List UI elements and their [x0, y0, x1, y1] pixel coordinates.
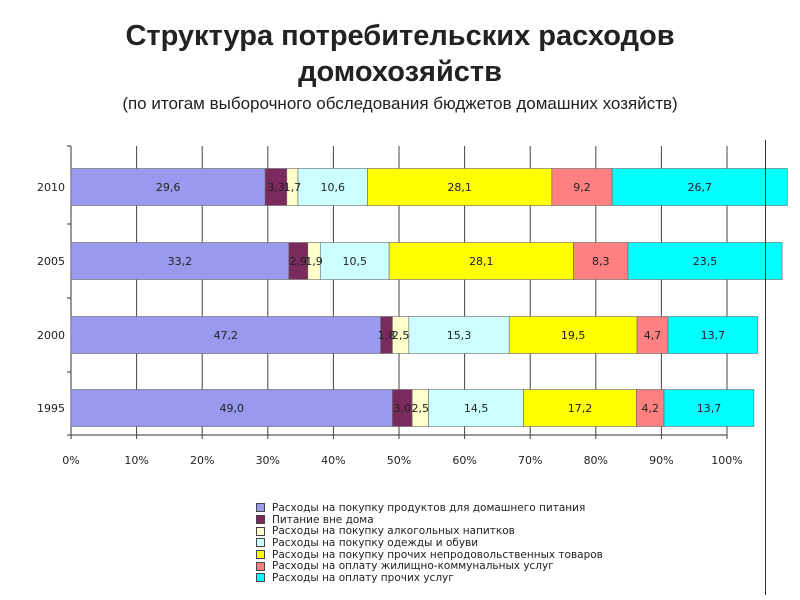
data-label: 4,2: [641, 402, 659, 415]
legend-swatch: [256, 503, 265, 513]
data-label: 1,9: [305, 255, 323, 268]
bar-segment: [611, 168, 788, 206]
bar-segment: [636, 389, 665, 427]
data-label: 26,7: [688, 181, 713, 194]
bar-segment: [70, 389, 393, 427]
x-tick-label: 60%: [452, 454, 476, 467]
bar-segment: [428, 389, 524, 427]
legend-label: Питание вне дома: [272, 513, 374, 526]
bar-segment: [663, 389, 755, 427]
bar-segment: [388, 242, 574, 280]
data-label: 13,7: [701, 329, 726, 342]
data-label: 17,2: [568, 402, 593, 415]
legend-item: Расходы на оплату прочих услуг: [256, 572, 603, 584]
data-label: 23,5: [693, 255, 718, 268]
bar-segment: [408, 316, 510, 354]
x-tick-label: 50%: [387, 454, 411, 467]
data-label: 10,5: [342, 255, 367, 268]
data-label: 4,7: [644, 329, 662, 342]
bar-segment: [523, 389, 637, 427]
legend-label: Расходы на оплату жилищно-коммунальных у…: [272, 560, 554, 573]
data-label: 2,5: [412, 402, 430, 415]
x-tick-label: 80%: [584, 454, 608, 467]
data-label: 9,2: [573, 181, 591, 194]
data-label: 10,6: [320, 181, 345, 194]
data-label: 13,7: [697, 402, 722, 415]
legend-label: Расходы на покупку продуктов для домашне…: [272, 501, 586, 514]
legend: Расходы на покупку продуктов для домашне…: [256, 502, 603, 584]
legend-swatch: [256, 515, 265, 525]
legend-item: Расходы на покупку алкогольных напитков: [256, 525, 603, 537]
title-line-1: Структура потребительских расходов: [125, 20, 675, 52]
bar-segment: [551, 168, 613, 206]
chart-title: Структура потребительских расходов домох…: [0, 18, 800, 90]
bar-segment: [667, 316, 759, 354]
legend-item: Расходы на покупку одежды и обуви: [256, 537, 603, 549]
legend-item: Питание вне дома: [256, 514, 603, 526]
bar-segment: [70, 168, 266, 206]
data-label: 14,5: [464, 402, 489, 415]
data-label: 19,5: [561, 329, 586, 342]
y-tick-label: 2000: [37, 329, 65, 342]
bar-segment: [319, 242, 390, 280]
legend-label: Расходы на покупку одежды и обуви: [272, 536, 479, 549]
data-label: 28,1: [447, 181, 472, 194]
data-label: 47,2: [214, 329, 239, 342]
data-label: 8,3: [592, 255, 610, 268]
stacked-bar-chart: 0% 10% 20% 30% 40% 50% 60% 70% 80% 90% 100% 2010 29,…: [37, 145, 788, 467]
legend-item: Расходы на покупку прочих непродовольств…: [256, 549, 603, 561]
x-tick-label: 0%: [62, 454, 79, 467]
data-label: 33,2: [168, 255, 193, 268]
bar-segment: [367, 168, 553, 206]
x-tick-label: 70%: [518, 454, 542, 467]
y-tick-label: 1995: [37, 402, 65, 415]
legend-label: Расходы на оплату прочих услуг: [272, 571, 454, 584]
data-label: 2,5: [392, 329, 410, 342]
x-tick-label: 100%: [711, 454, 742, 467]
legend-label: Расходы на покупку прочих непродовольств…: [272, 548, 603, 561]
legend-item: Расходы на оплату жилищно-коммунальных у…: [256, 560, 603, 572]
bar-segment: [70, 316, 381, 354]
x-tick-label: 30%: [256, 454, 280, 467]
bar-segment: [70, 242, 290, 280]
chart-subtitle: (по итогам выборочного обследования бюдж…: [122, 94, 678, 113]
data-label: 1,7: [284, 181, 302, 194]
x-tick-label: 20%: [190, 454, 214, 467]
divider-line: [765, 140, 766, 595]
x-tick-label: 40%: [321, 454, 345, 467]
legend-swatch: [256, 526, 265, 536]
x-tick-label: 90%: [649, 454, 673, 467]
data-label: 1,8: [378, 329, 396, 342]
data-label: 3,0: [394, 402, 412, 415]
legend-item: Расходы на покупку продуктов для домашне…: [256, 502, 603, 514]
x-tick-label: 10%: [124, 454, 148, 467]
data-label: 29,6: [156, 181, 181, 194]
data-label: 49,0: [219, 402, 244, 415]
data-label: 2,9: [290, 255, 308, 268]
data-label: 28,1: [469, 255, 494, 268]
legend-swatch: [256, 550, 265, 560]
legend-swatch: [256, 573, 265, 583]
legend-swatch: [256, 561, 265, 571]
legend-label: Расходы на покупку алкогольных напитков: [272, 525, 515, 538]
bar-segment: [573, 242, 629, 280]
legend-swatch: [256, 538, 265, 548]
title-line-2: домохозяйств: [298, 56, 502, 88]
data-label: 3,3: [267, 181, 285, 194]
y-tick-label: 2010: [37, 181, 65, 194]
y-tick-label: 2005: [37, 255, 65, 268]
data-label: 15,3: [447, 329, 472, 342]
bar-segment: [508, 316, 638, 354]
bar-segment: [627, 242, 783, 280]
